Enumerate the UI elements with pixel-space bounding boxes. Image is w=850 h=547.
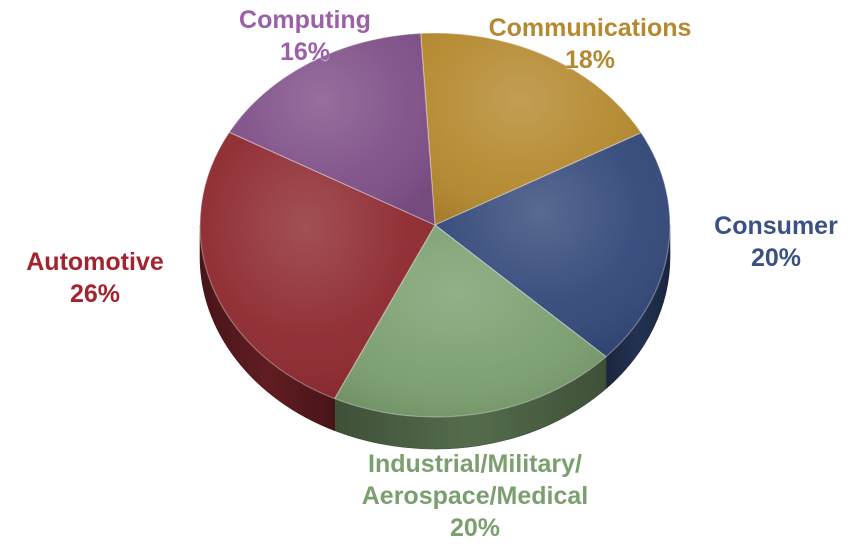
- pie-slice-sheen-1: [435, 132, 670, 357]
- label-consumer-value: 20%: [750, 244, 802, 272]
- label-automotive: Automotive 26%: [10, 246, 180, 310]
- label-industrial: Industrial/Military/ Aerospace/Medical 2…: [334, 448, 616, 544]
- label-computing-name: Computing: [239, 6, 371, 34]
- label-automotive-value: 26%: [69, 280, 121, 308]
- pie-side-shade-3: [200, 225, 335, 431]
- label-industrial-line2: Aerospace/Medical: [361, 482, 589, 510]
- label-communications-name: Communications: [488, 14, 692, 42]
- label-automotive-name: Automotive: [26, 248, 164, 276]
- label-communications-value: 18%: [564, 46, 616, 74]
- label-consumer: Consumer 20%: [698, 210, 850, 274]
- label-computing-value: 16%: [279, 38, 331, 66]
- label-computing: Computing 16%: [220, 4, 390, 68]
- pie-slice-sheen-4: [229, 33, 435, 225]
- pie-side-shade-1: [606, 225, 670, 389]
- pie-side-shade-2: [334, 356, 607, 449]
- pie-tops: [199, 32, 671, 418]
- pie-slice-sheen-2: [334, 225, 607, 417]
- label-industrial-line1: Industrial/Military/: [368, 450, 582, 478]
- pie-slice-sheen-3: [199, 132, 435, 399]
- label-communications: Communications 18%: [470, 12, 710, 76]
- label-consumer-name: Consumer: [714, 212, 838, 240]
- label-industrial-value: 20%: [449, 514, 501, 542]
- pie-slice-sheen-0: [420, 33, 642, 226]
